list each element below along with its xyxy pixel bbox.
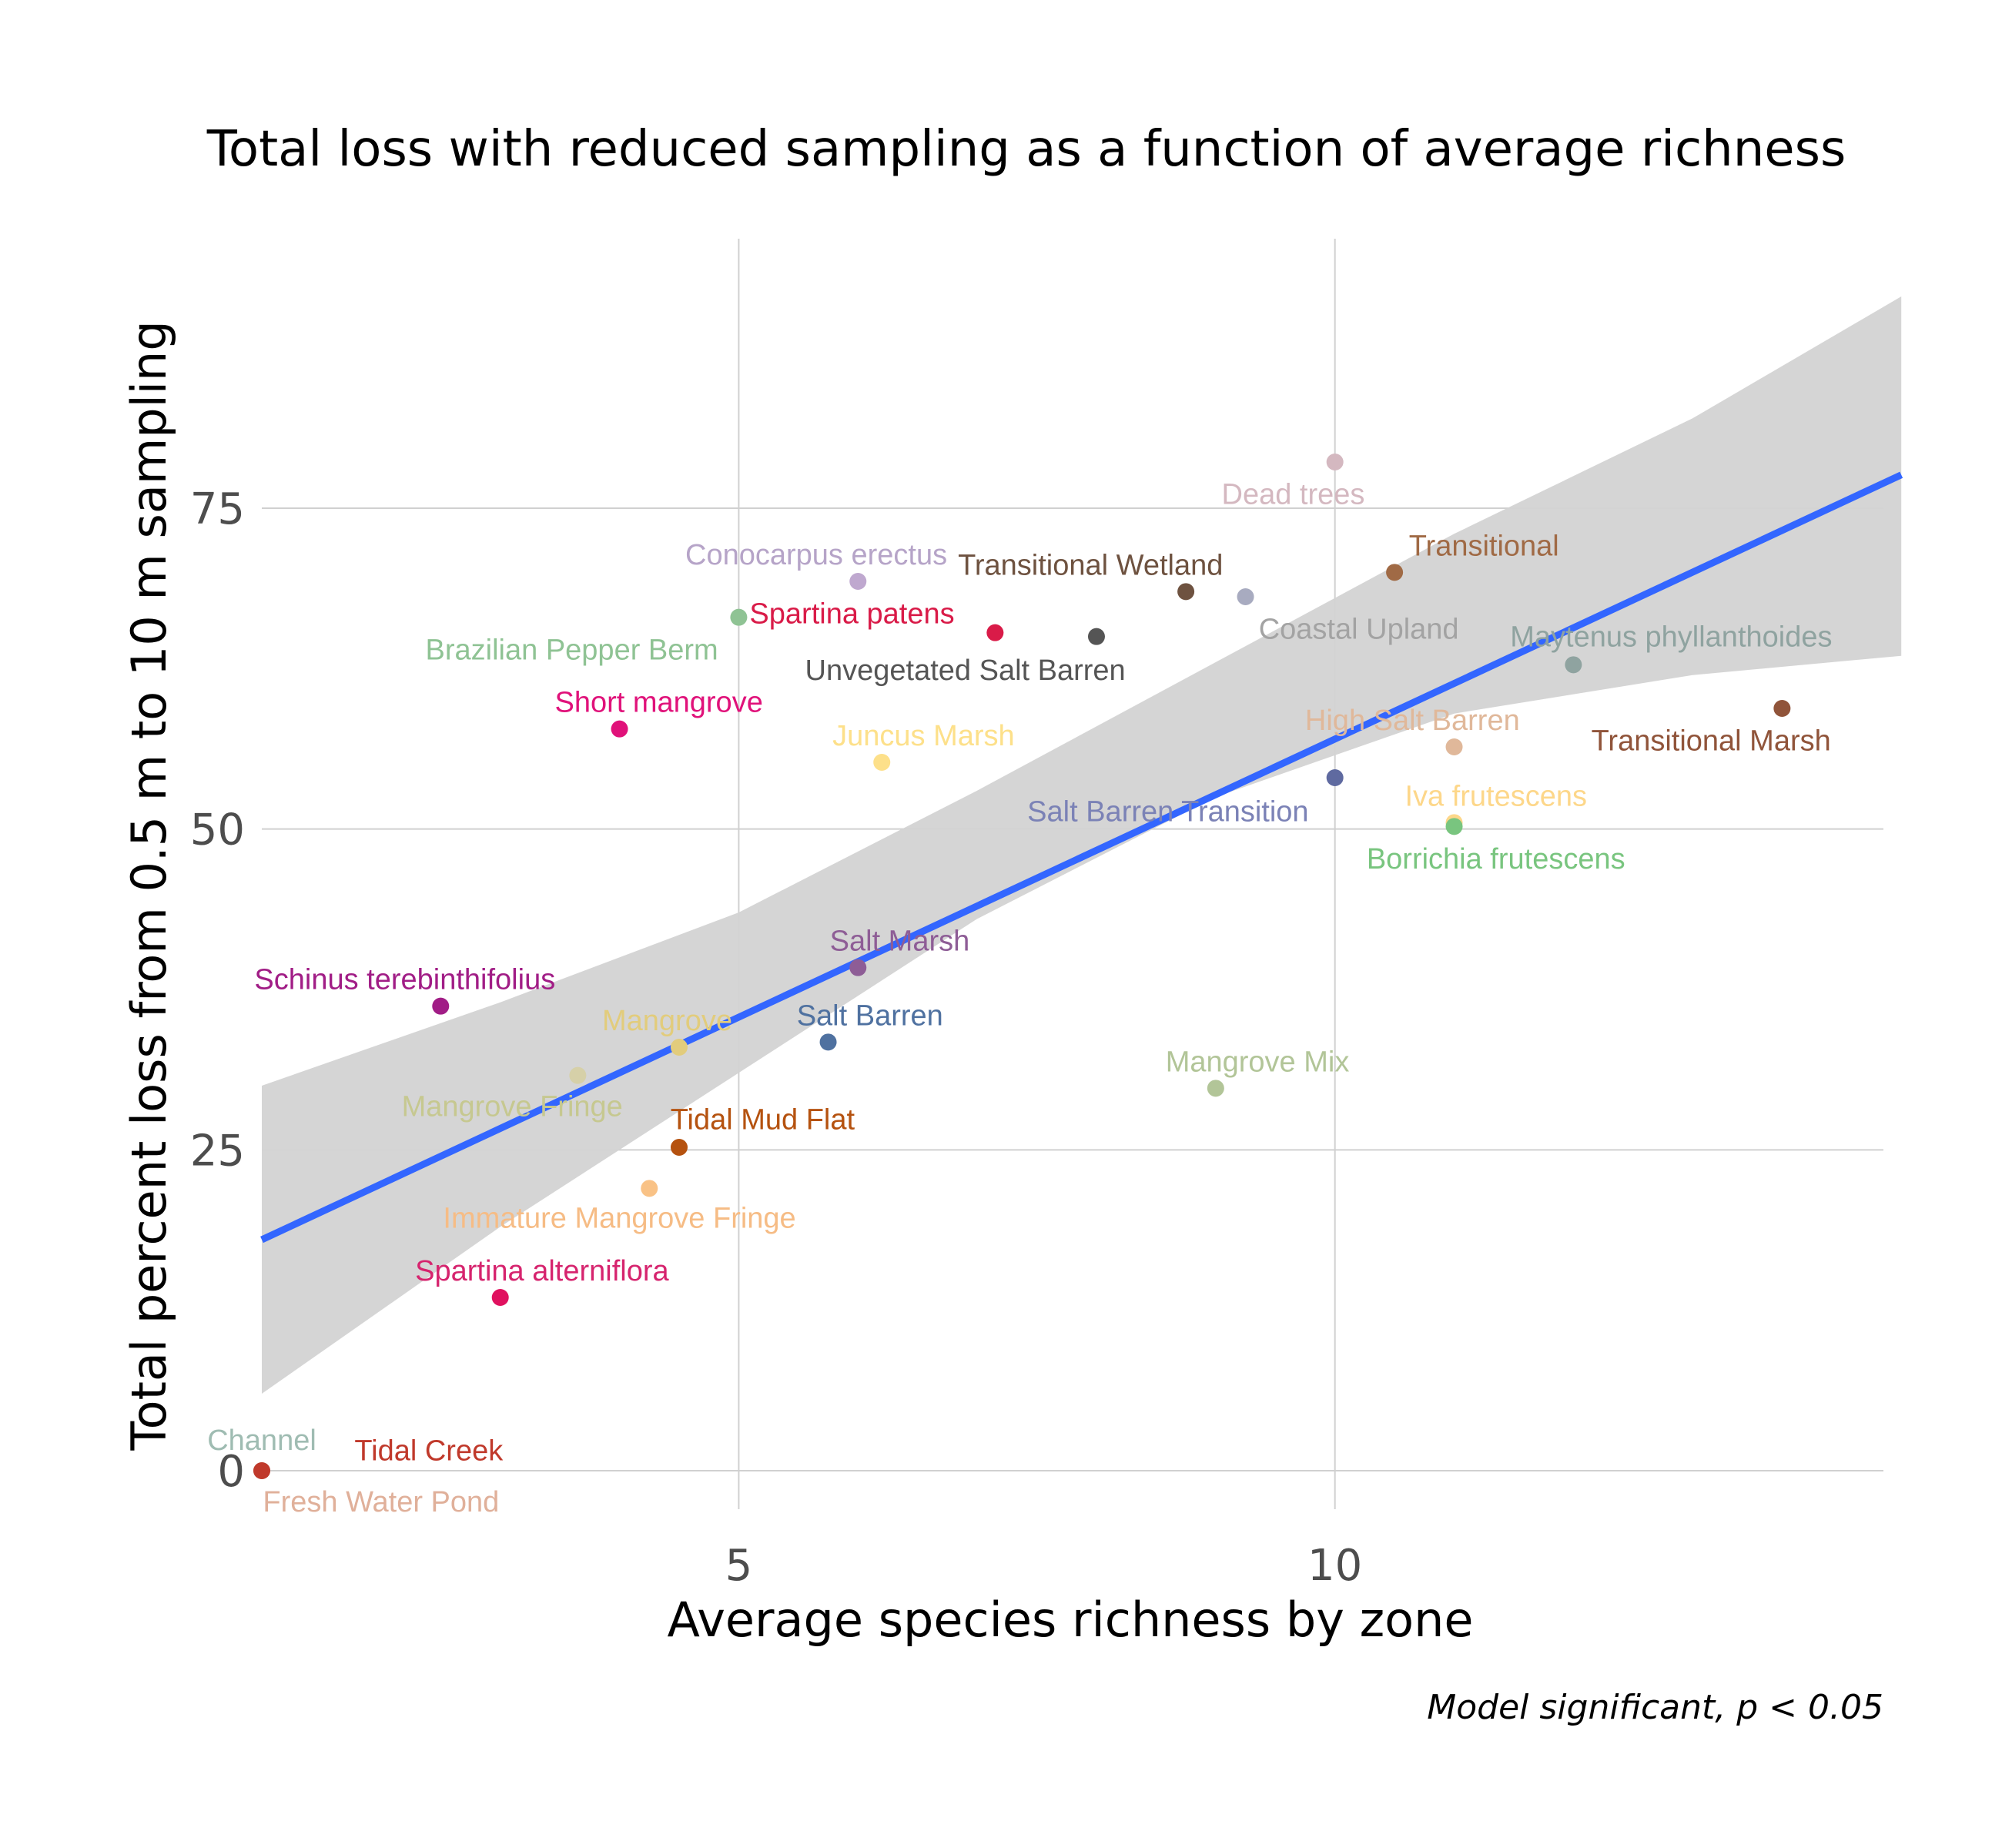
point-labels-layer: Channel Fresh Water Pond Tidal Creek Sparti… [207, 479, 1832, 1518]
y-tick-label: 50 [190, 805, 245, 855]
y-tick-label: 75 [190, 484, 245, 534]
x-tick-label: 10 [1307, 1541, 1362, 1591]
data-point [670, 1139, 688, 1156]
point-label: Maytenus phyllanthoides [1510, 621, 1832, 654]
point-label: Spartina patens [749, 598, 954, 631]
point-label: Salt Barren [797, 999, 943, 1032]
point-label: Tidal Creek [354, 1435, 504, 1467]
point-label: Schinus terebinthifolius [254, 964, 555, 996]
point-label: Mangrove Mix [1166, 1046, 1350, 1078]
point-label: Tidal Mud Flat [671, 1103, 855, 1136]
data-point [1565, 656, 1582, 674]
regression-line [260, 471, 1903, 1244]
point-label: Transitional Wetland [958, 549, 1223, 581]
data-point [849, 959, 867, 976]
confidence-band-layer [262, 296, 1902, 1394]
point-label: Channel [207, 1424, 316, 1457]
data-point [1386, 564, 1404, 581]
data-point [1326, 769, 1344, 786]
point-label: Spartina alterniflora [415, 1255, 669, 1287]
point-label: Brazilian Pepper Berm [426, 634, 718, 666]
data-point [569, 1066, 587, 1084]
point-label: Juncus Marsh [832, 720, 1015, 752]
data-point [730, 608, 748, 626]
data-point [491, 1289, 509, 1306]
point-label: Coastal Upland [1259, 614, 1459, 646]
tick-labels-layer: 0 25 50 75 5 10 [190, 484, 1363, 1591]
data-point [432, 997, 450, 1015]
data-point [1773, 700, 1791, 717]
point-label: Conocarpus erectus [685, 539, 947, 571]
data-point [1237, 588, 1254, 605]
point-label: High Salt Barren [1305, 705, 1520, 737]
y-tick-label: 0 [217, 1447, 245, 1497]
data-point [849, 573, 867, 590]
data-point [253, 1462, 270, 1479]
y-tick-label: 25 [190, 1126, 245, 1176]
plot-grid [262, 239, 1883, 1509]
data-point [611, 720, 628, 738]
data-point [819, 1033, 837, 1051]
x-axis-title: Average species richness by zone [667, 1592, 1473, 1648]
point-label: Immature Mangrove Fringe [443, 1203, 795, 1235]
point-label: Salt Barren Transition [1027, 795, 1308, 828]
point-label: Mangrove [602, 1005, 732, 1037]
y-axis-title: Total percent loss from 0.5 m to 10 m sa… [121, 320, 177, 1451]
point-label: Iva frutescens [1404, 780, 1587, 812]
point-label: Dead trees [1222, 479, 1365, 511]
point-label: Mangrove Fringe [402, 1091, 623, 1123]
point-label: Transitional Marsh [1592, 725, 1831, 758]
point-label: Short mangrove [554, 687, 762, 719]
point-label: Borrichia frutescens [1367, 843, 1625, 875]
data-point [873, 754, 891, 771]
confidence-band [262, 296, 1902, 1394]
point-label: Salt Marsh [830, 926, 970, 958]
data-point [1207, 1080, 1224, 1097]
data-point [1445, 818, 1463, 835]
data-point [641, 1180, 658, 1197]
point-label: Fresh Water Pond [263, 1486, 499, 1518]
chart-title: Total loss with reduced sampling as a fu… [206, 121, 1846, 178]
points-layer [253, 454, 1791, 1479]
x-tick-label: 5 [725, 1541, 753, 1591]
data-point [1087, 628, 1105, 645]
data-point [986, 624, 1004, 641]
data-point [1177, 583, 1195, 601]
data-point [1445, 738, 1463, 755]
point-label: Unvegetated Salt Barren [805, 654, 1126, 687]
data-point [670, 1039, 688, 1056]
model-caption: Model significant, p < 0.05 [1427, 1688, 1883, 1727]
fit-line-layer [260, 471, 1903, 1244]
data-point [1326, 454, 1344, 470]
point-label: Transitional [1409, 530, 1559, 562]
